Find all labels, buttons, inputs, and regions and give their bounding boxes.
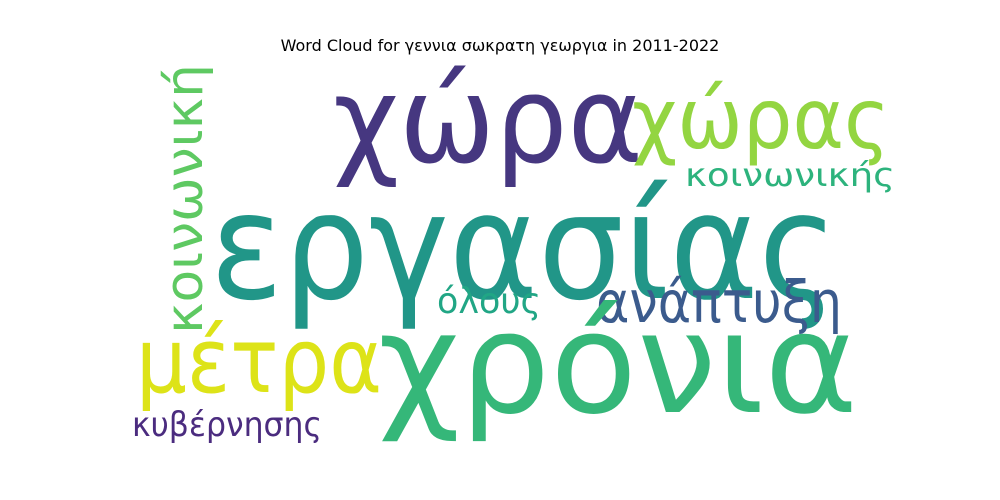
word-8: μέτρα [136,309,382,414]
word-9: χρόνια [378,283,858,446]
chart-title: Word Cloud for γεννια σωκρατη γεωργια in… [280,36,720,55]
word-3: κοινωνικής [685,156,895,194]
word-2: χώρας [632,70,890,168]
word-4: εργασίας [210,161,838,333]
word-7: ανάπτυξη [596,268,842,336]
word-10: κυβέρνησης [132,405,322,445]
word-6: όλους [437,281,541,322]
word-1: χώρα [333,52,643,191]
word-5: κοινωνική [155,64,215,334]
